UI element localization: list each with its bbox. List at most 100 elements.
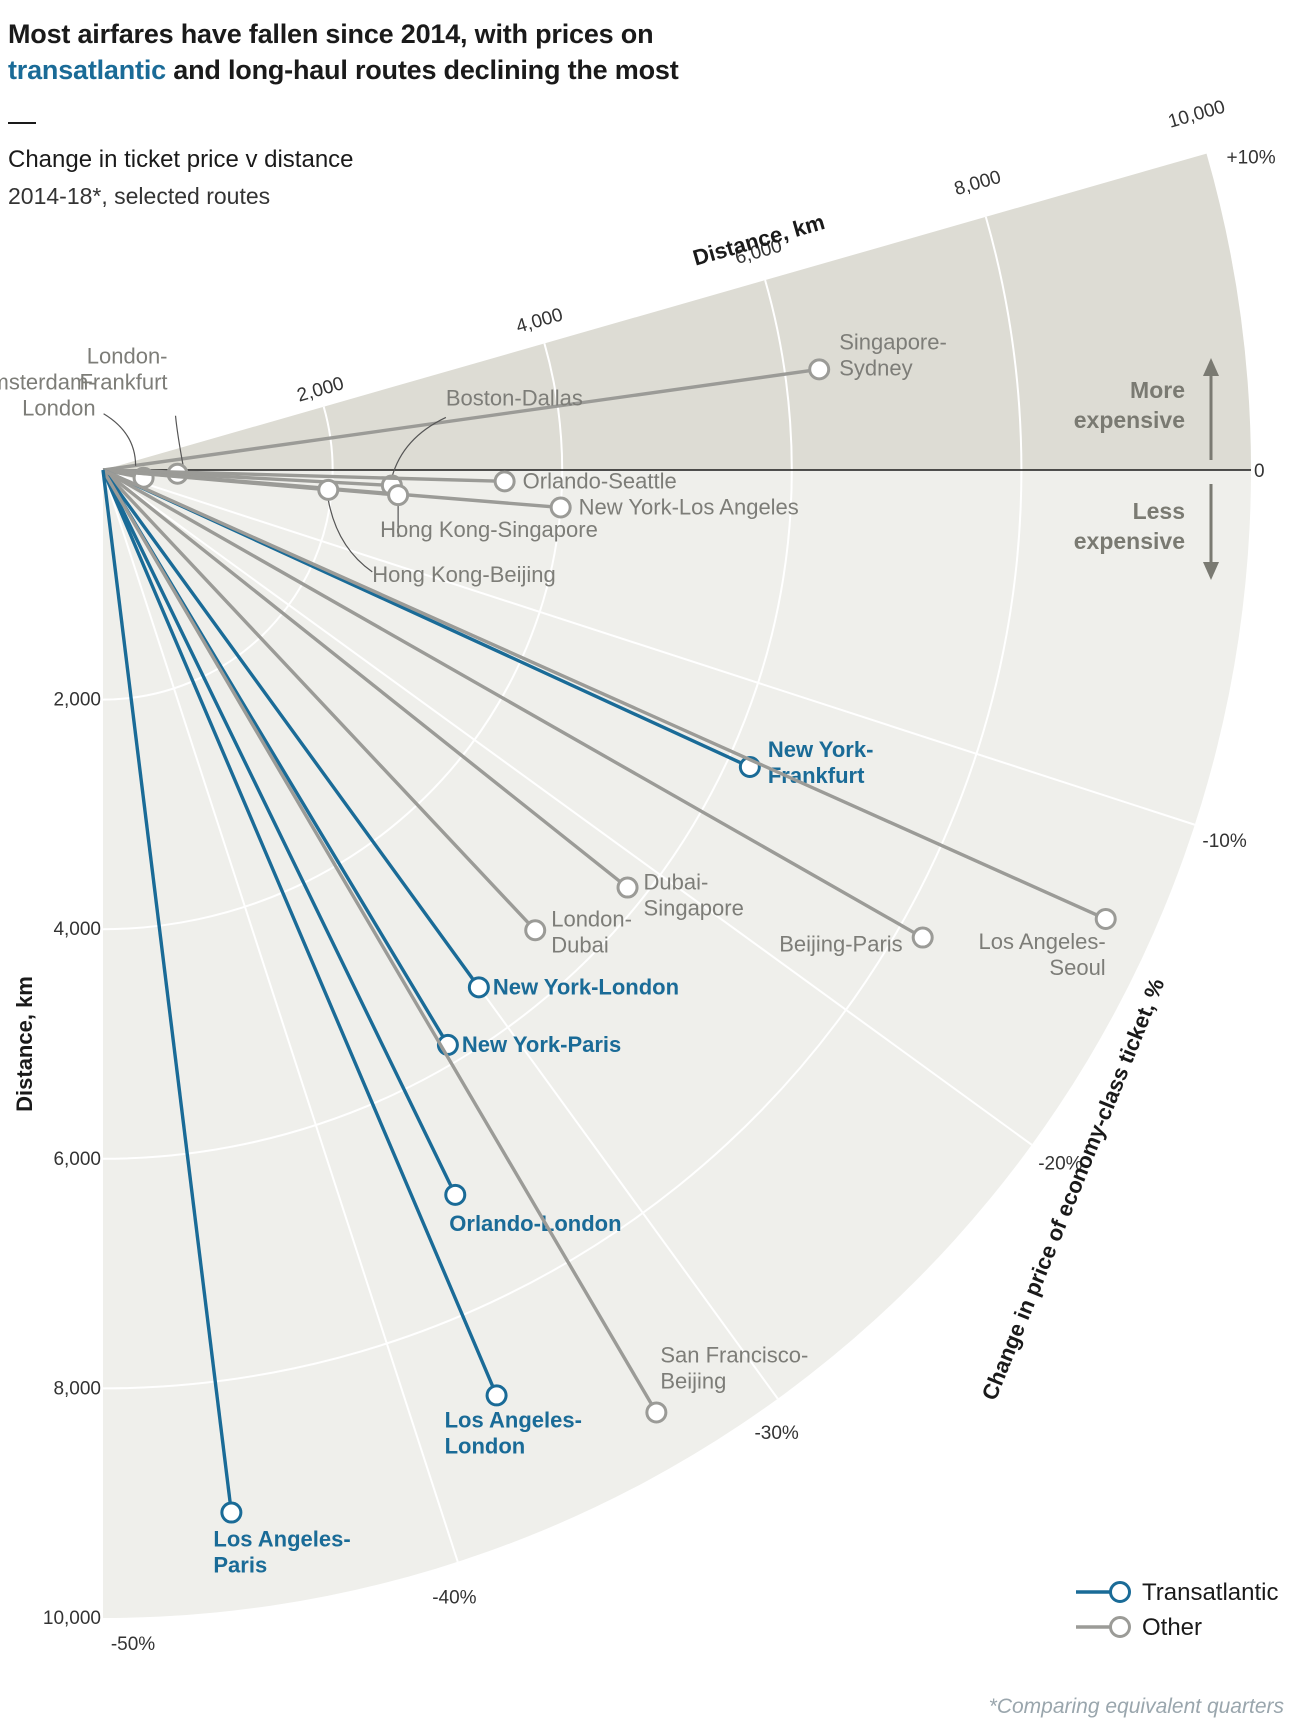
route-point [911,926,934,949]
route-los-angeles-paris: Los Angeles-Paris [101,469,351,1578]
chart-subtitle: Change in ticket price v distance [8,146,354,173]
less-expensive-label: Less [1133,498,1185,524]
route-point [220,1501,243,1524]
distance-tick-top: 8,000 [952,167,1003,200]
route-boston-dallas: Boston-Dallas [102,385,583,497]
title-part-1: Most airfares have fallen since 2014, wi… [8,19,654,49]
legend: Transatlantic Other [1076,1579,1279,1641]
route-amsterdam-london: Amsterdam-London [0,370,155,489]
route-point [616,876,639,899]
more-expensive-label: expensive [1074,407,1185,433]
legend-swatch-point [1109,1581,1131,1603]
distance-tick-top: 4,000 [514,304,565,337]
leader-line [327,499,373,573]
up-arrowhead [1203,358,1219,376]
route-label: Beijing-Paris [779,932,903,957]
route-point [645,1401,668,1424]
route-new-york-london: New York-London [101,469,679,999]
route-label: San Francisco-Beijing [660,1342,808,1393]
leader-line [391,416,447,478]
route-point [387,484,410,507]
route-label: New York-Los Angeles [579,494,799,519]
route-label: Hong Kong-Beijing [372,562,555,587]
route-los-angeles-seoul: Los Angeles-Seoul [102,468,1117,980]
grid-arc [102,406,334,701]
grid-arc [102,279,793,1160]
route-label: Orlando-London [449,1211,621,1236]
panel-less-expensive [103,470,1251,1618]
route-line [101,469,499,1397]
grid-arc [102,343,564,931]
route-label: New York-Paris [462,1032,621,1057]
distance-tick-top: 10,000 [1166,97,1228,133]
route-point [1094,907,1117,930]
route-label: Boston-Dallas [446,385,583,410]
route-point [485,1384,508,1407]
chart-period: 2014-18*, selected routes [8,183,271,209]
down-arrowhead [1203,562,1219,580]
panel-more-expensive [103,153,1251,471]
route-line [101,469,457,1196]
distance-tick-left: 2,000 [53,690,101,711]
percent-tick: -30% [754,1423,798,1444]
chart-title: Most airfares have fallen since 2014, wi… [8,16,768,88]
route-singapore-sydney: Singapore-Sydney [102,329,947,472]
route-line [101,469,481,989]
route-label: New York-Frankfurt [768,737,874,788]
route-line [102,468,505,484]
distance-tick-top: 2,000 [295,373,346,406]
distance-tick-left: 4,000 [53,919,101,940]
title-rule [8,122,36,124]
legend-swatch-point [1109,1616,1131,1638]
route-line [101,469,658,1414]
route-label: Dubai-Singapore [644,870,744,921]
route-point [808,358,831,381]
route-san-francisco-beijing: San Francisco-Beijing [101,469,808,1424]
percent-tick: -40% [432,1587,476,1608]
route-label: Singapore-Sydney [839,329,947,380]
route-point [549,496,572,519]
route-hong-kong-beijing: Hong Kong-Beijing [102,468,556,587]
route-point [444,1183,467,1206]
leader-line [174,415,185,468]
route-label: London-Frankfurt [79,344,167,395]
grid-spoke [102,469,1033,1146]
route-point [524,919,547,942]
legend-label: Other [1142,1614,1202,1641]
direction-annotations: More expensive Less expensive [1074,358,1219,580]
route-beijing-paris: Beijing-Paris [102,468,934,957]
route-label: Los Angeles-Paris [213,1527,350,1578]
route-point [467,976,490,999]
distance-tick-left: 10,000 [43,1608,101,1629]
route-label: New York-London [493,974,679,999]
route-line [101,468,537,932]
route-dubai-singapore: Dubai-Singapore [101,468,744,921]
route-line [102,367,820,472]
legend-label: Transatlantic [1142,1579,1279,1606]
legend-item-transatlantic: Transatlantic [1076,1579,1279,1606]
route-label: Amsterdam-London [0,370,96,421]
route-orlando-london: Orlando-London [101,469,622,1236]
title-part-2: and long-haul routes declining the most [173,55,679,85]
route-line [102,468,1107,921]
routes: Singapore-Sydney London-FrankfurtAmsterda… [0,329,1117,1578]
grid-spoke [102,469,1196,826]
route-point [493,470,516,493]
route-line [101,468,629,889]
distance-tick-left: 6,000 [53,1149,101,1170]
route-label: Orlando-Seattle [523,468,677,493]
percent-tick: 0 [1254,461,1265,482]
route-label: London-Dubai [551,906,632,957]
route-label: Los Angeles-London [445,1407,582,1458]
percent-tick: -10% [1202,831,1246,852]
less-expensive-label: expensive [1074,528,1185,554]
route-line [102,468,924,940]
route-line [101,469,234,1513]
route-label: Los Angeles-Seoul [979,929,1106,980]
route-label: Hong Kong-Singapore [380,517,598,542]
route-los-angeles-london: Los Angeles-London [101,469,582,1458]
title-highlight: transatlantic [8,55,166,85]
percent-tick: -50% [111,1634,155,1655]
grid-arc [102,216,1023,1390]
route-london-dubai: London-Dubai [101,468,632,957]
